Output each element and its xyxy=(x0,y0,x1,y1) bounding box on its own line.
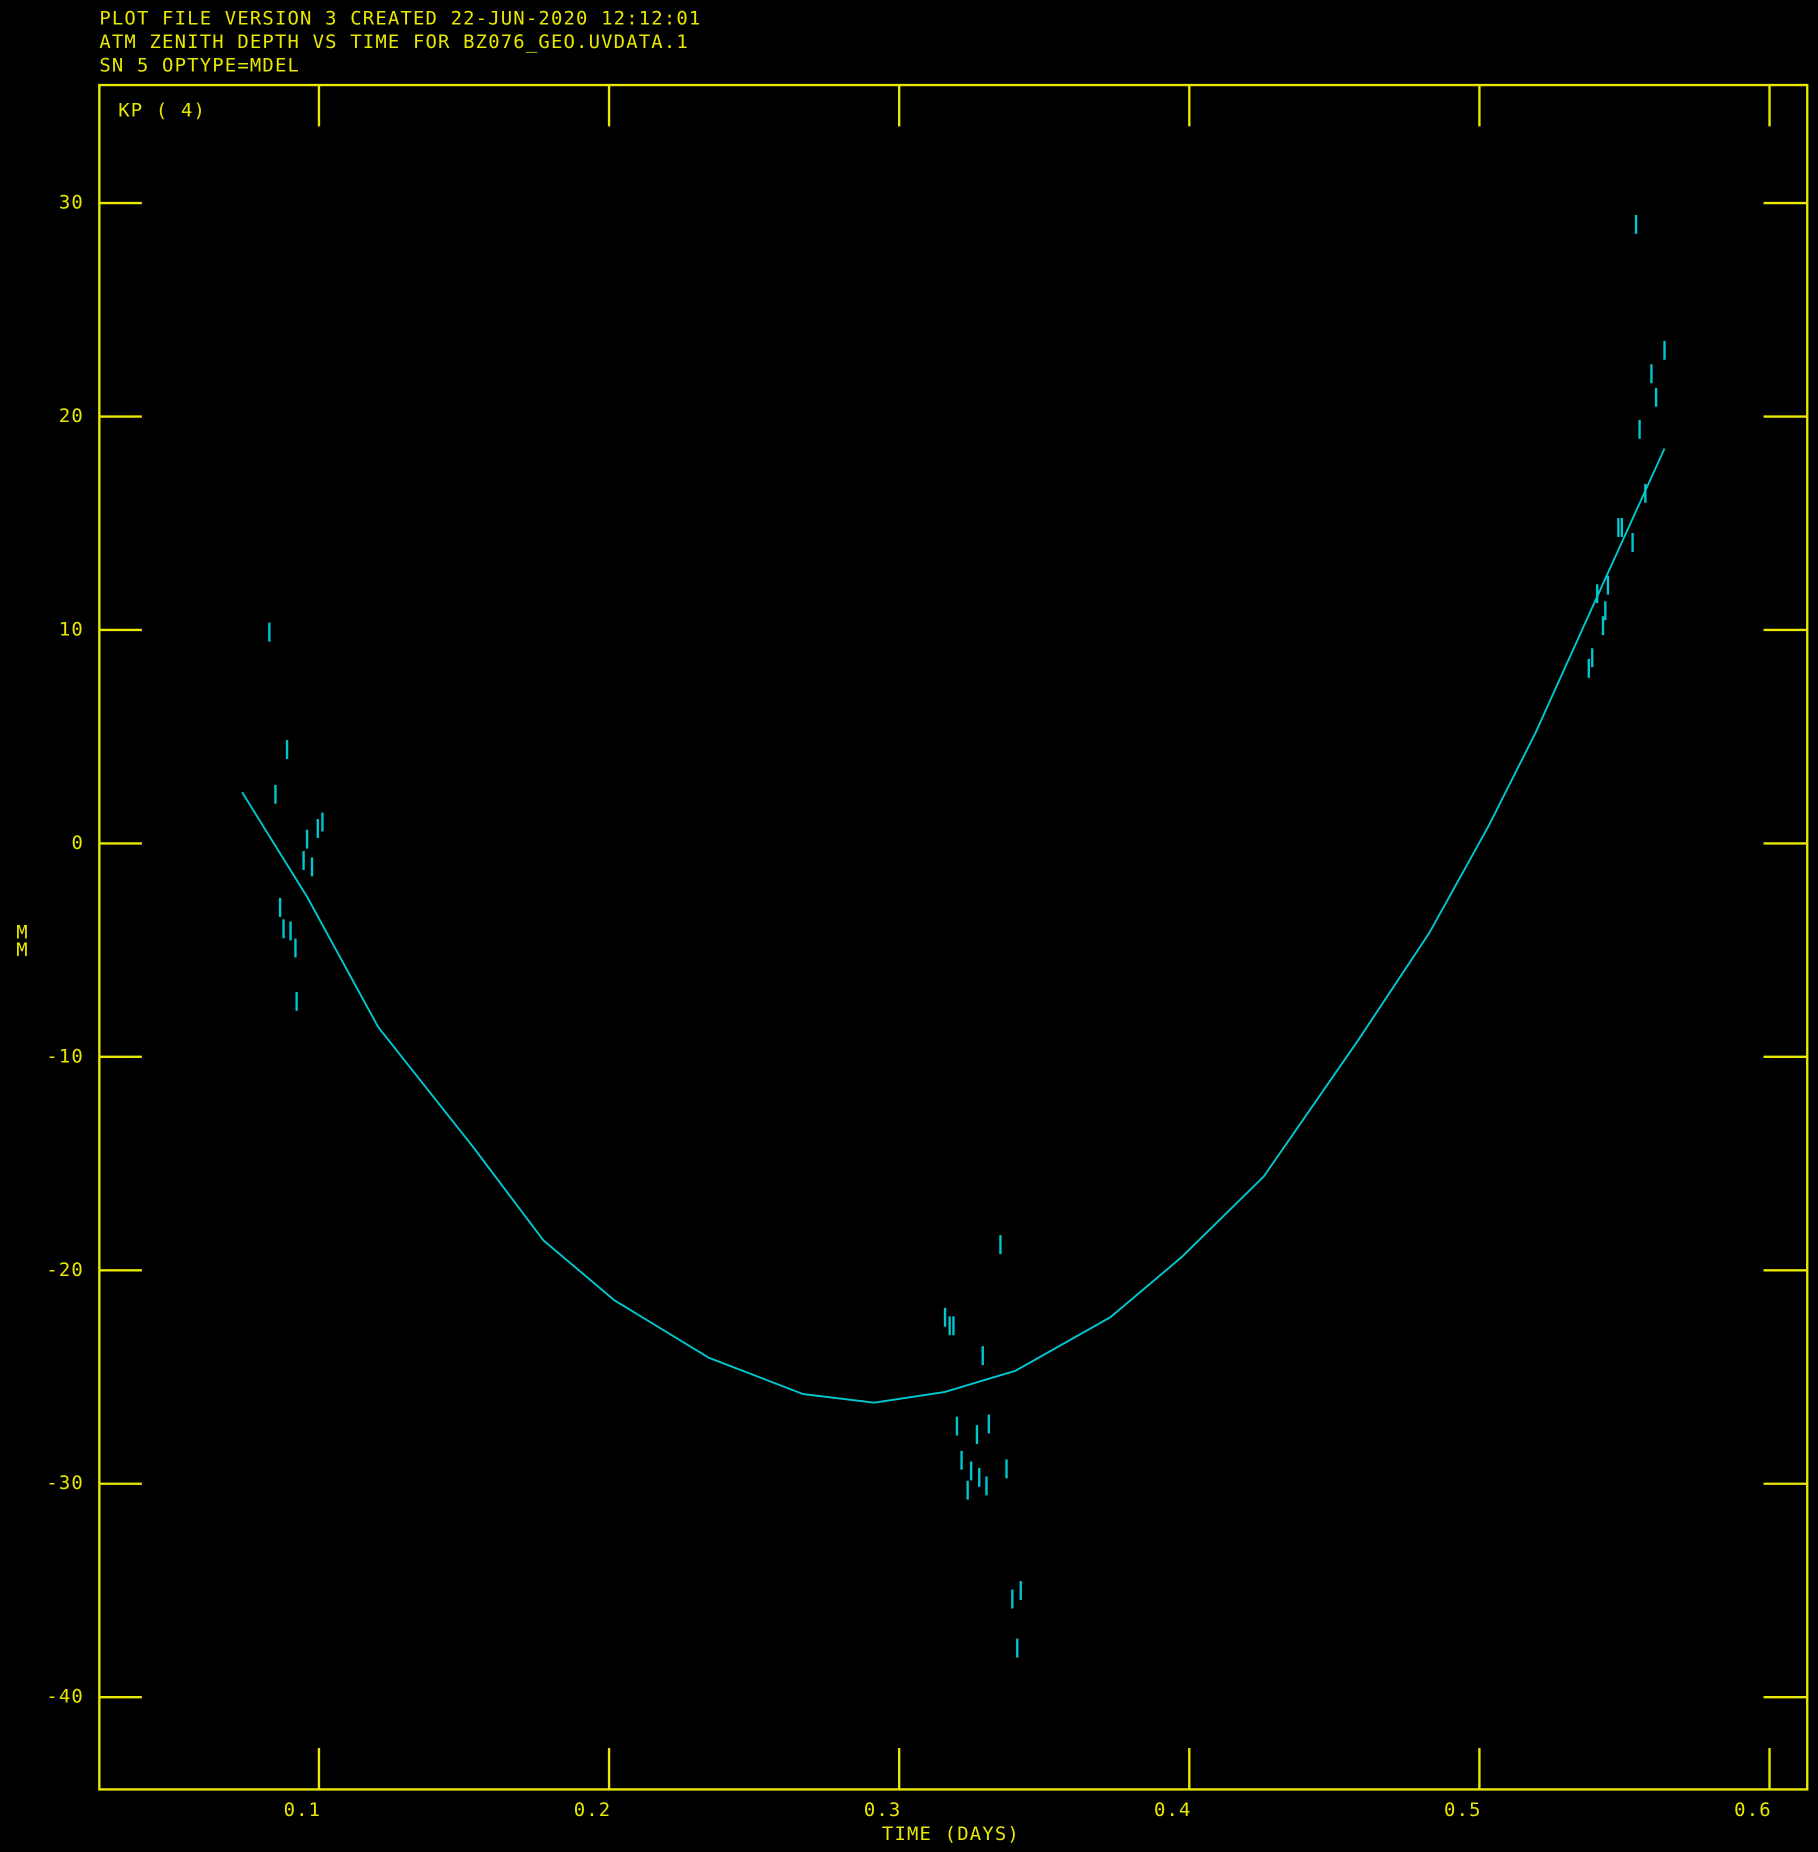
y-tick-label: -20 xyxy=(46,1259,84,1281)
y-tick-label: 20 xyxy=(59,405,84,427)
y-tick-label: -30 xyxy=(46,1472,84,1494)
y-axis-label: MM xyxy=(11,922,33,957)
plot-frame xyxy=(98,83,1809,1791)
header-line: ATM ZENITH DEPTH VS TIME FOR BZ076_GEO.U… xyxy=(99,31,689,53)
y-tick-label: -40 xyxy=(46,1686,84,1708)
x-tick-label: 0.2 xyxy=(574,1799,612,1821)
y-tick-label: 10 xyxy=(59,618,84,640)
x-tick-label: 0.5 xyxy=(1444,1799,1482,1821)
header-line: SN 5 OPTYPE=MDEL xyxy=(99,55,300,77)
x-tick-label: 0.1 xyxy=(284,1799,322,1821)
x-tick-label: 0.4 xyxy=(1154,1799,1192,1821)
x-tick-label: 0.6 xyxy=(1734,1799,1772,1821)
annotation: KP ( 4) xyxy=(118,100,206,122)
x-axis-label: TIME (DAYS) xyxy=(882,1823,1020,1845)
x-tick-label: 0.3 xyxy=(864,1799,902,1821)
fit-curve xyxy=(241,448,1666,1404)
header-line: PLOT FILE VERSION 3 CREATED 22-JUN-2020 … xyxy=(99,7,701,29)
y-tick-label: 0 xyxy=(71,832,84,854)
y-tick-label: -10 xyxy=(46,1045,84,1067)
y-tick-label: 30 xyxy=(59,192,84,214)
